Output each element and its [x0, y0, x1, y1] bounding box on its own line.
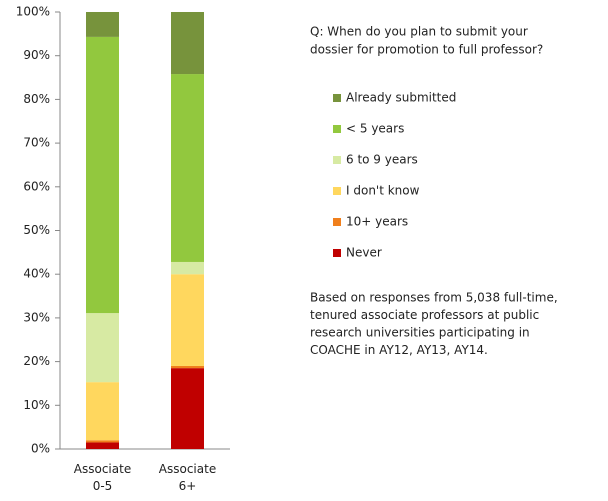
- x-tick-label: Associate 0-5: [74, 462, 131, 493]
- note-text: tenured associate professors at public: [310, 308, 539, 322]
- bar-segment: [171, 74, 204, 262]
- legend-label: I don't know: [346, 184, 420, 198]
- bar-segment: [86, 36, 119, 314]
- bar-segment: [171, 261, 204, 275]
- legend-swatch: [333, 218, 341, 226]
- note-text: COACHE in AY12, AY13, AY14.: [310, 343, 488, 357]
- bar-segment: [86, 313, 119, 383]
- legend-label: Already submitted: [346, 91, 456, 105]
- legend-swatch: [333, 156, 341, 164]
- y-tick-label: 30%: [23, 310, 50, 324]
- bar-segment: [171, 368, 204, 449]
- bar-segment: [171, 365, 204, 369]
- note-text: Based on responses from 5,038 full-time,: [310, 291, 558, 305]
- legend-label: < 5 years: [346, 122, 404, 136]
- legend-swatch: [333, 249, 341, 257]
- legend-swatch: [333, 125, 341, 133]
- x-tick-label: Associate 6+: [159, 462, 216, 493]
- legend-label: 6 to 9 years: [346, 153, 418, 167]
- y-tick-label: 20%: [23, 354, 50, 368]
- question-text: Q: When do you plan to submit your: [310, 25, 528, 39]
- y-tick-label: 100%: [16, 5, 50, 19]
- bar-segment: [86, 442, 119, 449]
- bar-segment: [86, 12, 119, 37]
- legend-swatch: [333, 94, 341, 102]
- y-tick-label: 60%: [23, 179, 50, 193]
- y-tick-label: 70%: [23, 136, 50, 150]
- y-tick-label: 10%: [23, 398, 50, 412]
- bar-segment: [171, 274, 204, 366]
- y-tick-label: 90%: [23, 48, 50, 62]
- bar-segment: [171, 12, 204, 75]
- legend-label: Never: [346, 246, 382, 260]
- question-text: dossier for promotion to full professor?: [310, 43, 543, 57]
- y-tick-label: 80%: [23, 92, 50, 106]
- bar-segment: [86, 440, 119, 443]
- y-tick-label: 50%: [23, 223, 50, 237]
- y-tick-label: 0%: [31, 442, 50, 456]
- legend-swatch: [333, 187, 341, 195]
- note-text: research universities participating in: [310, 326, 530, 340]
- bar-segment: [86, 382, 119, 441]
- y-tick-label: 40%: [23, 267, 50, 281]
- legend-label: 10+ years: [346, 215, 408, 229]
